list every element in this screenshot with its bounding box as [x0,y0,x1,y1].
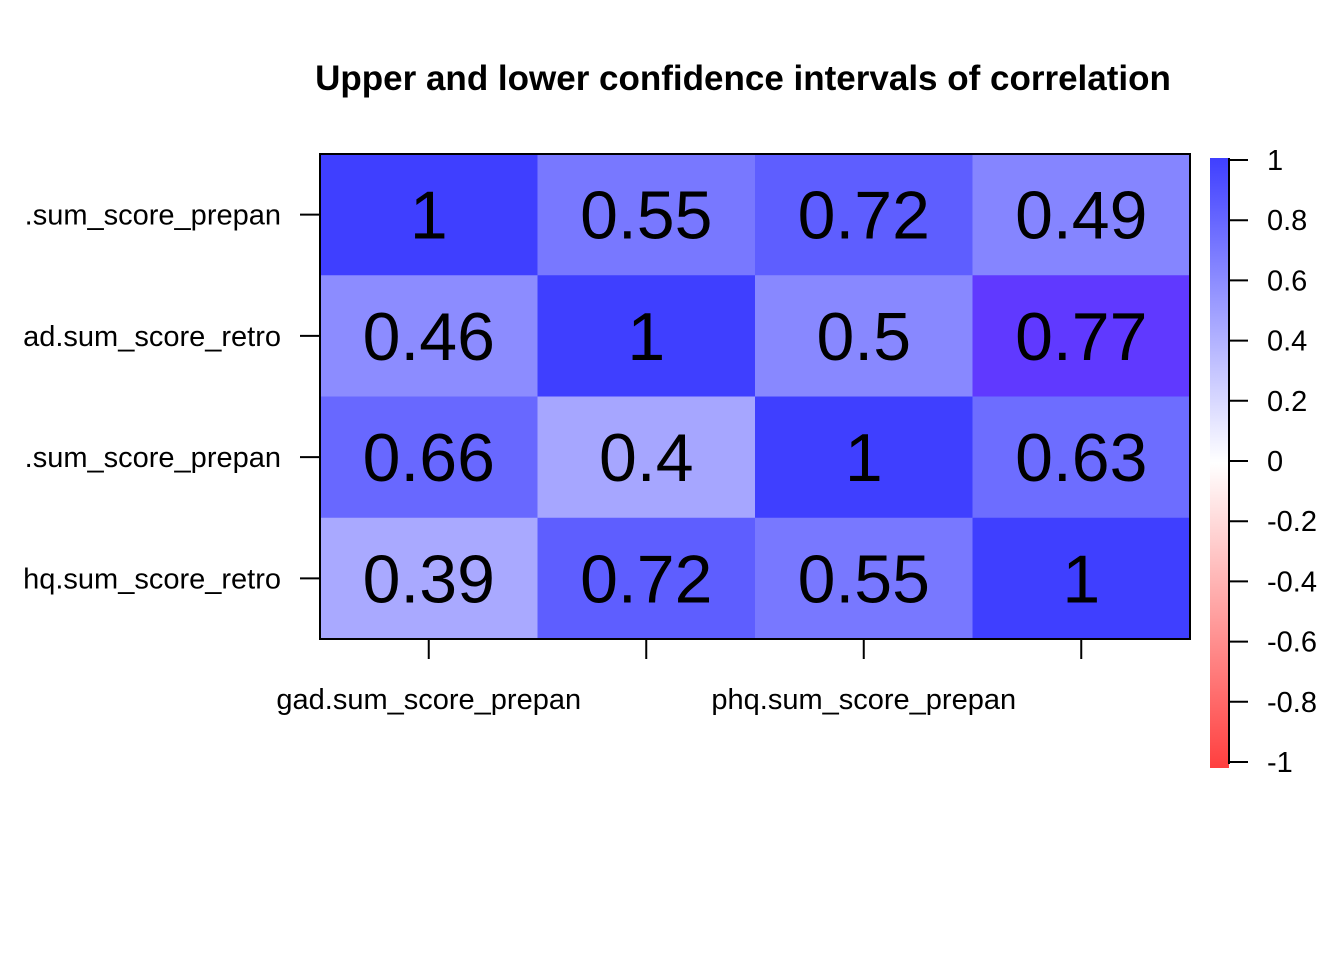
colorbar-tick-label: -1 [1267,747,1293,779]
colorbar-tick-label: 1 [1267,145,1283,177]
cell-value-label: 1 [627,299,665,375]
cell-value-label: 1 [845,420,883,496]
heatmap-cell [755,154,973,276]
colorbar-ticks: 1 0.8 0.6 0.4 0.2 0 -0.2 -0.4 -0.6 -0.8 -1 [1229,145,1317,779]
cell-value-label: 0.72 [798,178,930,254]
cell-value-label: 0.46 [363,299,495,375]
y-tick-label: .sum_score_prepan [25,200,281,232]
heatmap-cell [537,517,756,640]
cell-value-label: 1 [1062,541,1100,617]
heatmap-cells: 1 0.55 0.72 0.49 0.46 1 0.5 0.77 0.66 0.4 1 0.63 0.3… [320,154,1191,640]
cell-value-label: 0.4 [599,420,694,496]
colorbar-tick-label: 0.2 [1267,386,1307,418]
y-tick-label: hq.sum_score_retro [23,563,281,595]
cell-value-label: 0.55 [580,178,712,254]
heatmap-cell [320,396,538,519]
colorbar-tick-label: -0.2 [1267,506,1317,538]
heatmap-cell [320,517,538,640]
colorbar-tick-label: -0.4 [1267,566,1317,598]
heatmap-cell [320,275,538,397]
cell-value-label: 0.63 [1015,420,1147,496]
cell-value-label: 1 [410,178,448,254]
colorbar-tick-label: 0.4 [1267,326,1307,358]
y-axis: .sum_score_prepan ad.sum_score_retro .sum_… [23,200,320,595]
x-tick-label: gad.sum_score_prepan [276,684,581,716]
heatmap-cell [755,396,973,519]
heatmap-cell [972,154,1191,276]
cell-value-label: 0.72 [580,541,712,617]
heatmap-cell [755,517,973,640]
cell-value-label: 0.49 [1015,178,1147,254]
colorbar [1210,158,1229,768]
cell-value-label: 0.77 [1015,299,1147,375]
heatmap-cell [320,154,538,276]
colorbar-tick-label: 0 [1267,446,1283,478]
y-tick-label: .sum_score_prepan [25,442,281,474]
x-tick-label: phq.sum_score_prepan [711,684,1016,716]
heatmap-cell [972,517,1191,640]
y-tick-label: ad.sum_score_retro [23,321,281,353]
colorbar-legend: 1 0.8 0.6 0.4 0.2 0 -0.2 -0.4 -0.6 -0.8 -1 [1210,145,1317,779]
plot-border [319,153,1191,640]
heatmap-cell [972,275,1191,397]
colorbar-tick-label: -0.8 [1267,687,1317,719]
cell-value-label: 0.39 [363,541,495,617]
cell-value-label: 0.55 [798,541,930,617]
cell-value-label: 0.5 [816,299,911,375]
heatmap-cell [972,396,1191,519]
heatmap-cell [537,396,756,519]
chart-title: Upper and lower confidence intervals of … [315,59,1171,98]
cell-value-label: 0.66 [363,420,495,496]
heatmap-cell [755,275,973,397]
colorbar-tick-label: 0.8 [1267,205,1307,237]
heatmap-cell [537,275,756,397]
x-axis: gad.sum_score_prepan phq.sum_score_prepan [276,639,1083,716]
colorbar-tick-label: -0.6 [1267,627,1317,659]
heatmap-cell [537,154,756,276]
colorbar-tick-label: 0.6 [1267,265,1307,297]
